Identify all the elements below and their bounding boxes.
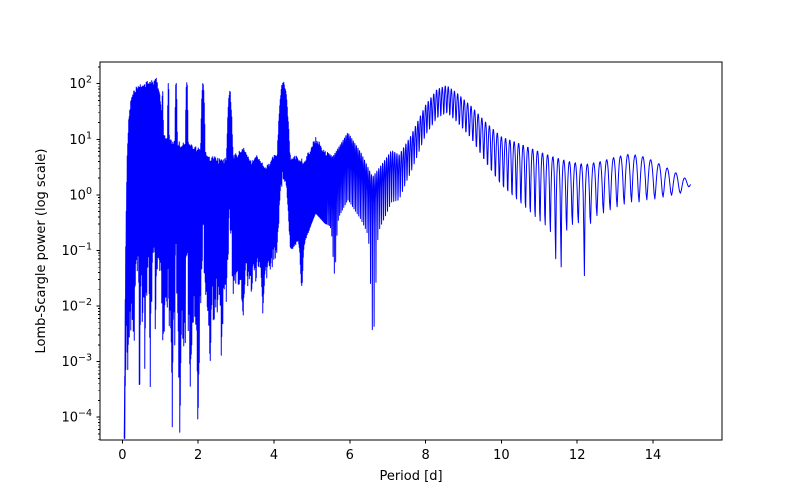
- periodogram-curve: [123, 77, 691, 439]
- y-tick-label: 100: [69, 186, 92, 204]
- x-tick-label: 14: [645, 448, 662, 463]
- y-tick-label: 10−2: [61, 297, 92, 315]
- y-tick-label: 10−1: [61, 241, 92, 259]
- x-tick-label: 2: [194, 448, 202, 463]
- plot-frame: [99, 61, 723, 441]
- x-tick-label: 0: [118, 448, 126, 463]
- x-tick-label: 8: [421, 448, 429, 463]
- x-tick-label: 10: [493, 448, 510, 463]
- y-tick-label: 10−3: [61, 353, 92, 371]
- y-tick-label: 102: [69, 75, 92, 93]
- y-tick-label: 101: [69, 130, 92, 148]
- x-tick-label: 4: [270, 448, 278, 463]
- x-tick-label: 6: [346, 448, 354, 463]
- x-axis-label: Period [d]: [379, 469, 442, 484]
- y-tick-label: 10−4: [61, 408, 92, 426]
- x-tick-label: 12: [569, 448, 586, 463]
- y-axis-label: Lomb-Scargle power (log scale): [34, 149, 49, 354]
